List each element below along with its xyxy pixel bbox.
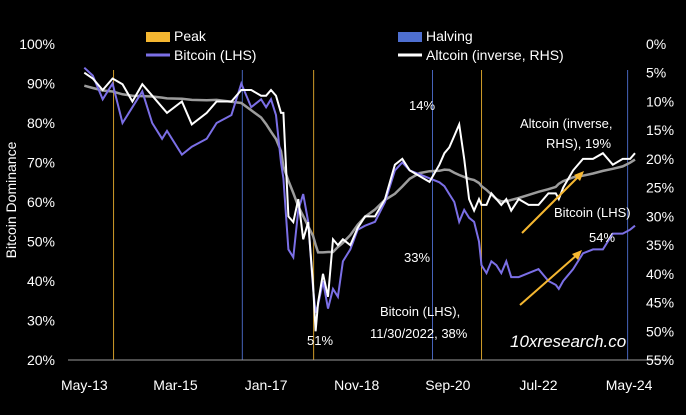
altcoin-trend-arrow — [521, 174, 581, 234]
event-lines — [113, 70, 629, 360]
arrowhead-icon — [572, 250, 582, 260]
annotation-51: 51% — [307, 333, 333, 348]
left-axis-title: Bitcoin Dominance — [3, 141, 19, 258]
left-axis-ticks: 20% 30% 40% 50% 60% 70% 80% 90% 100% — [19, 36, 55, 368]
x-axis-ticks: May-13 Mar-15 Jan-17 Nov-18 Sep-20 Jul-22 May-… — [61, 377, 653, 393]
altcoin-inverse-line — [83, 71, 636, 332]
x-axis-tick-label: Nov-18 — [334, 377, 379, 393]
right-axis-tick-label: 15% — [646, 122, 674, 138]
x-axis-tick-label: Jul-22 — [519, 377, 557, 393]
annotation-14: 14% — [409, 98, 435, 113]
annotations: 51% 14% 33% Altcoin (inverse, RHS), 19% … — [307, 98, 631, 351]
legend-swatch-peak — [146, 32, 170, 42]
right-axis-tick-label: 50% — [646, 323, 674, 339]
x-axis-tick-label: Jan-17 — [245, 377, 288, 393]
annotation-bitcoin-label: Bitcoin (LHS) — [554, 205, 631, 220]
right-axis-tick-label: 35% — [646, 237, 674, 253]
right-axis-tick-label: 5% — [646, 65, 666, 81]
left-axis-tick-label: 60% — [27, 194, 55, 210]
annotation-bitcoin-low-line1: Bitcoin (LHS), — [380, 304, 460, 319]
bitcoin-dominance-line — [83, 66, 636, 313]
left-axis-tick-label: 20% — [27, 352, 55, 368]
legend: Peak Halving Bitcoin (LHS) Altcoin (inve… — [146, 28, 564, 63]
left-axis-tick-label: 40% — [27, 273, 55, 289]
legend-label-bitcoin: Bitcoin (LHS) — [174, 47, 256, 63]
right-axis-tick-label: 45% — [646, 295, 674, 311]
x-axis-tick-label: May-13 — [61, 377, 108, 393]
x-axis-tick-label: Sep-20 — [425, 377, 470, 393]
annotation-bitcoin-low-line2: 11/30/2022, 38% — [370, 326, 468, 341]
right-axis-tick-label: 10% — [646, 93, 674, 109]
annotation-54: 54% — [589, 230, 615, 245]
legend-label-peak: Peak — [174, 28, 207, 44]
right-axis-tick-label: 0% — [646, 36, 666, 52]
x-axis-tick-label: Mar-15 — [153, 377, 198, 393]
left-axis-tick-label: 80% — [27, 115, 55, 131]
right-axis-tick-label: 30% — [646, 208, 674, 224]
x-axis-tick-label: May-24 — [606, 377, 653, 393]
bitcoin-trend-arrow — [519, 253, 579, 306]
right-axis-tick-label: 55% — [646, 352, 674, 368]
annotation-altcoin-line2: RHS), 19% — [546, 136, 611, 151]
legend-label-altcoin: Altcoin (inverse, RHS) — [426, 47, 564, 63]
trend-arrows — [519, 171, 584, 306]
left-axis-tick-label: 100% — [19, 36, 55, 52]
left-axis-tick-label: 50% — [27, 234, 55, 250]
left-axis-tick-label: 90% — [27, 76, 55, 92]
legend-label-halving: Halving — [426, 28, 473, 44]
right-axis-tick-label: 20% — [646, 151, 674, 167]
right-axis-ticks: 0% 5% 10% 15% 20% 25% 30% 35% 40% 45% 50% 55% — [646, 36, 674, 368]
right-axis-tick-label: 40% — [646, 266, 674, 282]
left-axis-tick-label: 70% — [27, 155, 55, 171]
right-axis-tick-label: 25% — [646, 180, 674, 196]
legend-swatch-halving — [398, 32, 422, 42]
watermark: 10xresearch.co — [510, 332, 626, 351]
annotation-altcoin-line1: Altcoin (inverse, — [520, 116, 612, 131]
annotation-33: 33% — [404, 250, 430, 265]
left-axis-tick-label: 30% — [27, 313, 55, 329]
arrowhead-icon — [574, 171, 584, 181]
